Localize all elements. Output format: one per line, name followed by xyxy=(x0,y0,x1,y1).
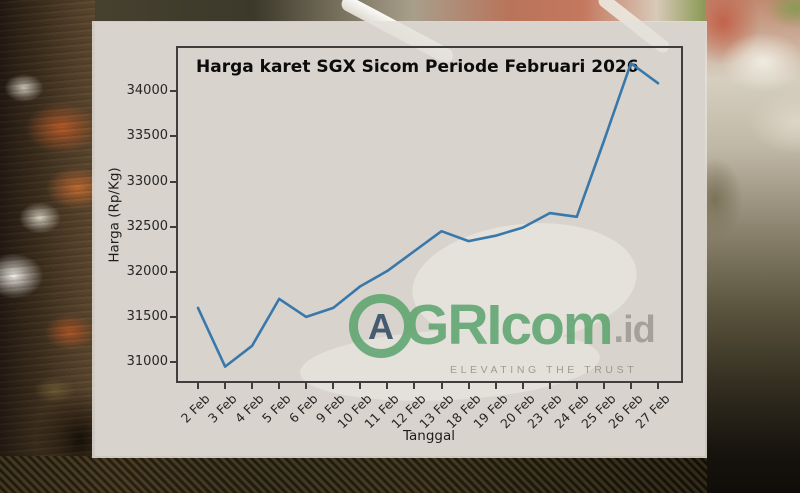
tree-trunk-right xyxy=(705,0,800,493)
x-tick-mark xyxy=(440,383,443,389)
x-tick-mark xyxy=(575,383,578,389)
x-tick-mark xyxy=(413,383,416,389)
x-tick-label: 4 Feb xyxy=(232,391,267,426)
brand-mark-letter: A xyxy=(368,306,394,347)
tree-bark-left xyxy=(0,0,95,493)
x-tick-label: 3 Feb xyxy=(204,391,240,426)
x-tick-mark xyxy=(602,383,605,389)
y-tick-label: 32000 xyxy=(126,263,168,279)
x-tick-mark xyxy=(224,383,227,389)
agricom-circle-a-icon: A xyxy=(349,294,413,358)
y-tick-mark xyxy=(170,90,176,93)
brand-name: GRIcom xyxy=(405,293,614,358)
y-tick-mark xyxy=(170,270,176,273)
x-tick-mark xyxy=(494,383,497,389)
y-tick-label: 33000 xyxy=(126,173,168,189)
x-tick-mark xyxy=(521,383,524,389)
x-tick-label: 2 Feb xyxy=(177,391,213,426)
x-tick-mark xyxy=(278,383,281,389)
y-tick-label: 34000 xyxy=(126,83,168,99)
x-tick-label: 5 Feb xyxy=(259,391,294,426)
x-axis-label: Tanggal xyxy=(402,428,455,444)
y-tick-label: 32500 xyxy=(126,218,168,234)
mossy-ground xyxy=(0,456,707,493)
brand-tagline: ELEVATING THE TRUST xyxy=(450,364,638,376)
y-tick-label: 33500 xyxy=(126,128,168,144)
x-tick-mark xyxy=(251,383,254,389)
y-tick-label: 31000 xyxy=(126,354,168,370)
tree-bark-texture xyxy=(0,0,95,493)
photo-top-strip xyxy=(95,0,705,22)
x-tick-mark xyxy=(657,383,659,389)
x-tick-mark xyxy=(629,383,632,389)
y-tick-mark xyxy=(170,315,176,318)
x-tick-mark xyxy=(467,383,470,389)
x-tick-mark xyxy=(359,383,362,389)
chart-title: Harga karet SGX Sicom Periode Februari 2… xyxy=(196,57,639,77)
y-tick-mark xyxy=(170,361,176,364)
x-tick-mark xyxy=(332,383,335,389)
agricom-watermark: A GRIcom .id ELEVATING THE TRUST xyxy=(349,293,656,376)
y-tick-mark xyxy=(170,135,176,138)
price-line-series xyxy=(196,62,660,368)
x-tick-mark xyxy=(386,383,389,389)
brand-row: A GRIcom .id xyxy=(349,293,656,358)
y-tick-mark xyxy=(170,180,176,183)
x-tick-mark xyxy=(197,383,199,389)
brand-suffix: .id xyxy=(613,308,656,351)
x-tick-mark xyxy=(305,383,308,389)
plot-frame xyxy=(176,46,683,383)
x-tick-mark xyxy=(548,383,551,389)
price-line-plot xyxy=(196,62,660,368)
y-tick-mark xyxy=(170,225,176,228)
x-tick-label: 6 Feb xyxy=(286,391,321,426)
y-tick-label: 31500 xyxy=(126,308,168,324)
